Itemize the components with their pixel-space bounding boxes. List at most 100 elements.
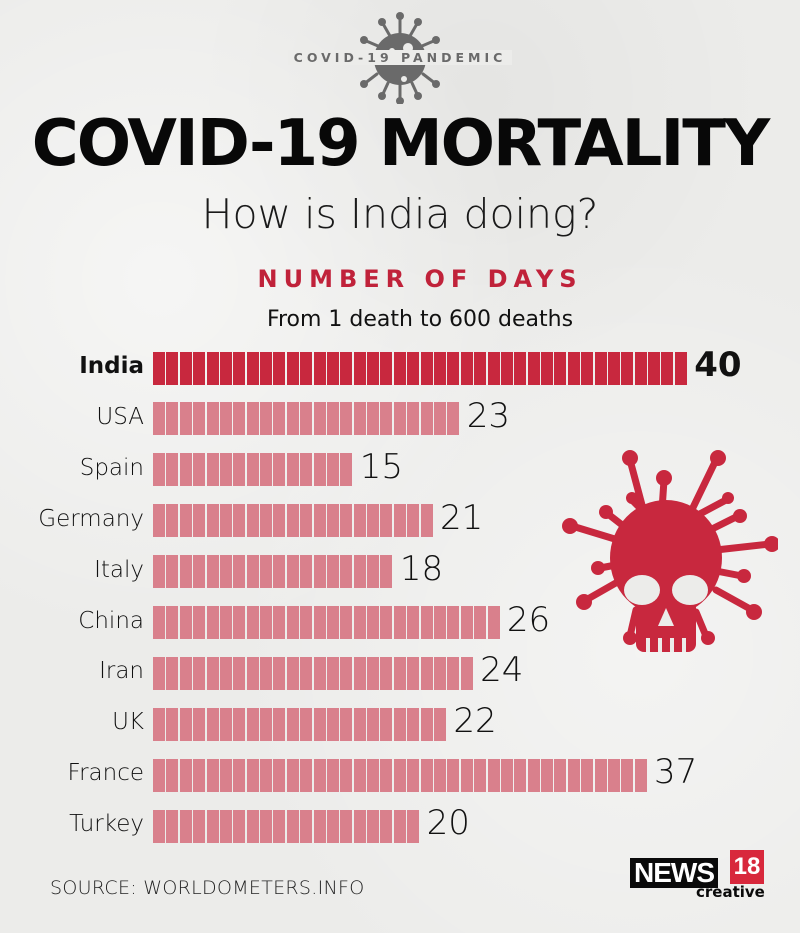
bar-segment — [447, 351, 460, 385]
bar-segment — [380, 758, 393, 792]
bar-segment — [433, 351, 446, 385]
emblem-text: COVID-19 PANDEMIC — [0, 50, 800, 65]
category-label: Germany — [38, 505, 144, 532]
bar-segment — [367, 758, 380, 792]
bar-segment — [393, 351, 406, 385]
bar-segment — [219, 453, 232, 487]
bar-segment — [260, 707, 273, 741]
bar-segment — [166, 402, 179, 436]
bar-segment — [273, 351, 286, 385]
bar-segment — [594, 351, 607, 385]
bar-segment — [380, 402, 393, 436]
bar-segment — [273, 758, 286, 792]
bar-segment — [273, 707, 286, 741]
bar-segment — [206, 504, 219, 538]
bar-segment — [153, 402, 165, 436]
bar-segment — [407, 606, 420, 639]
bar-segment — [300, 351, 313, 385]
bar-segment — [179, 504, 192, 538]
bar-segment — [380, 809, 393, 843]
bar-segment — [567, 758, 580, 792]
bar-segment — [487, 606, 500, 639]
bar-segment — [153, 656, 165, 690]
bar-segment — [340, 453, 353, 487]
bar-segment — [420, 351, 433, 385]
bar-segment — [300, 402, 313, 436]
bar-segment — [206, 656, 219, 690]
bar-segment — [300, 453, 313, 487]
bar-segment — [246, 707, 259, 741]
logo-tagline: creative — [696, 883, 765, 901]
category-label: France — [67, 760, 144, 787]
bar-segment — [260, 606, 273, 639]
bar-segment — [500, 758, 513, 792]
bar-segment — [153, 809, 165, 843]
bar-segment — [380, 656, 393, 690]
bar-segment — [233, 351, 246, 385]
bar-segment — [219, 351, 232, 385]
bar-segment — [460, 758, 473, 792]
bar-segment — [433, 707, 446, 741]
bar-segment — [326, 402, 339, 436]
bar-segment — [233, 453, 246, 487]
category-label: Spain — [79, 454, 144, 481]
bar-segment — [340, 555, 353, 589]
bar-segment — [340, 707, 353, 741]
bar-segment — [326, 504, 339, 538]
bar-segment — [233, 504, 246, 538]
value-label: 20 — [426, 803, 470, 844]
bar-segment — [367, 809, 380, 843]
bar-segment — [367, 606, 380, 639]
bar-segment — [300, 656, 313, 690]
value-label: 18 — [399, 548, 444, 589]
bar-segment — [674, 351, 687, 385]
bar-segment — [634, 758, 647, 792]
page-subtitle: How is India doing? — [201, 190, 599, 238]
bar-segment — [433, 606, 446, 639]
bar-segment — [193, 453, 206, 487]
bar-segment — [206, 758, 219, 792]
bar-segment — [233, 707, 246, 741]
value-label: 37 — [654, 752, 698, 793]
bar-segment — [353, 351, 366, 385]
logo-number-badge: 18 — [730, 850, 764, 884]
bar-segment — [286, 656, 299, 690]
page-title: COVID-19 MORTALITY — [31, 107, 771, 181]
bar-segment — [581, 351, 594, 385]
bar-segment — [340, 402, 353, 436]
bar-segment — [407, 758, 420, 792]
value-label: 23 — [466, 395, 510, 436]
bar-segment — [300, 504, 313, 538]
chart-subtitle: From 1 death to 600 deaths — [266, 307, 574, 332]
bar-segment — [206, 707, 219, 741]
bar-segment — [233, 809, 246, 843]
bar-segment — [179, 606, 192, 639]
bar-segment — [607, 758, 620, 792]
bar-segment — [179, 351, 192, 385]
bar-segment — [166, 351, 179, 385]
bar-segment — [407, 809, 420, 843]
value-label: 21 — [439, 497, 484, 538]
bar-segment — [179, 758, 192, 792]
bar-segment — [447, 656, 460, 690]
bar-segment — [246, 351, 259, 385]
virus-skull-icon — [562, 450, 778, 652]
bar-segment — [233, 656, 246, 690]
bar-segment — [340, 351, 353, 385]
bar-segment — [153, 707, 165, 741]
category-label: UK — [112, 709, 144, 736]
bar-segment — [648, 351, 661, 385]
bar-segment — [393, 606, 406, 639]
bar-segment — [286, 758, 299, 792]
bar-segment — [260, 809, 273, 843]
bar-segment — [206, 402, 219, 436]
value-label: 22 — [453, 701, 497, 742]
bar-segment — [420, 504, 433, 538]
bar-segment — [246, 402, 259, 436]
bar-segment — [300, 707, 313, 741]
bar-segment — [179, 402, 192, 436]
bar-segment — [286, 504, 299, 538]
bar-segment — [219, 402, 232, 436]
bar-segment — [607, 351, 620, 385]
